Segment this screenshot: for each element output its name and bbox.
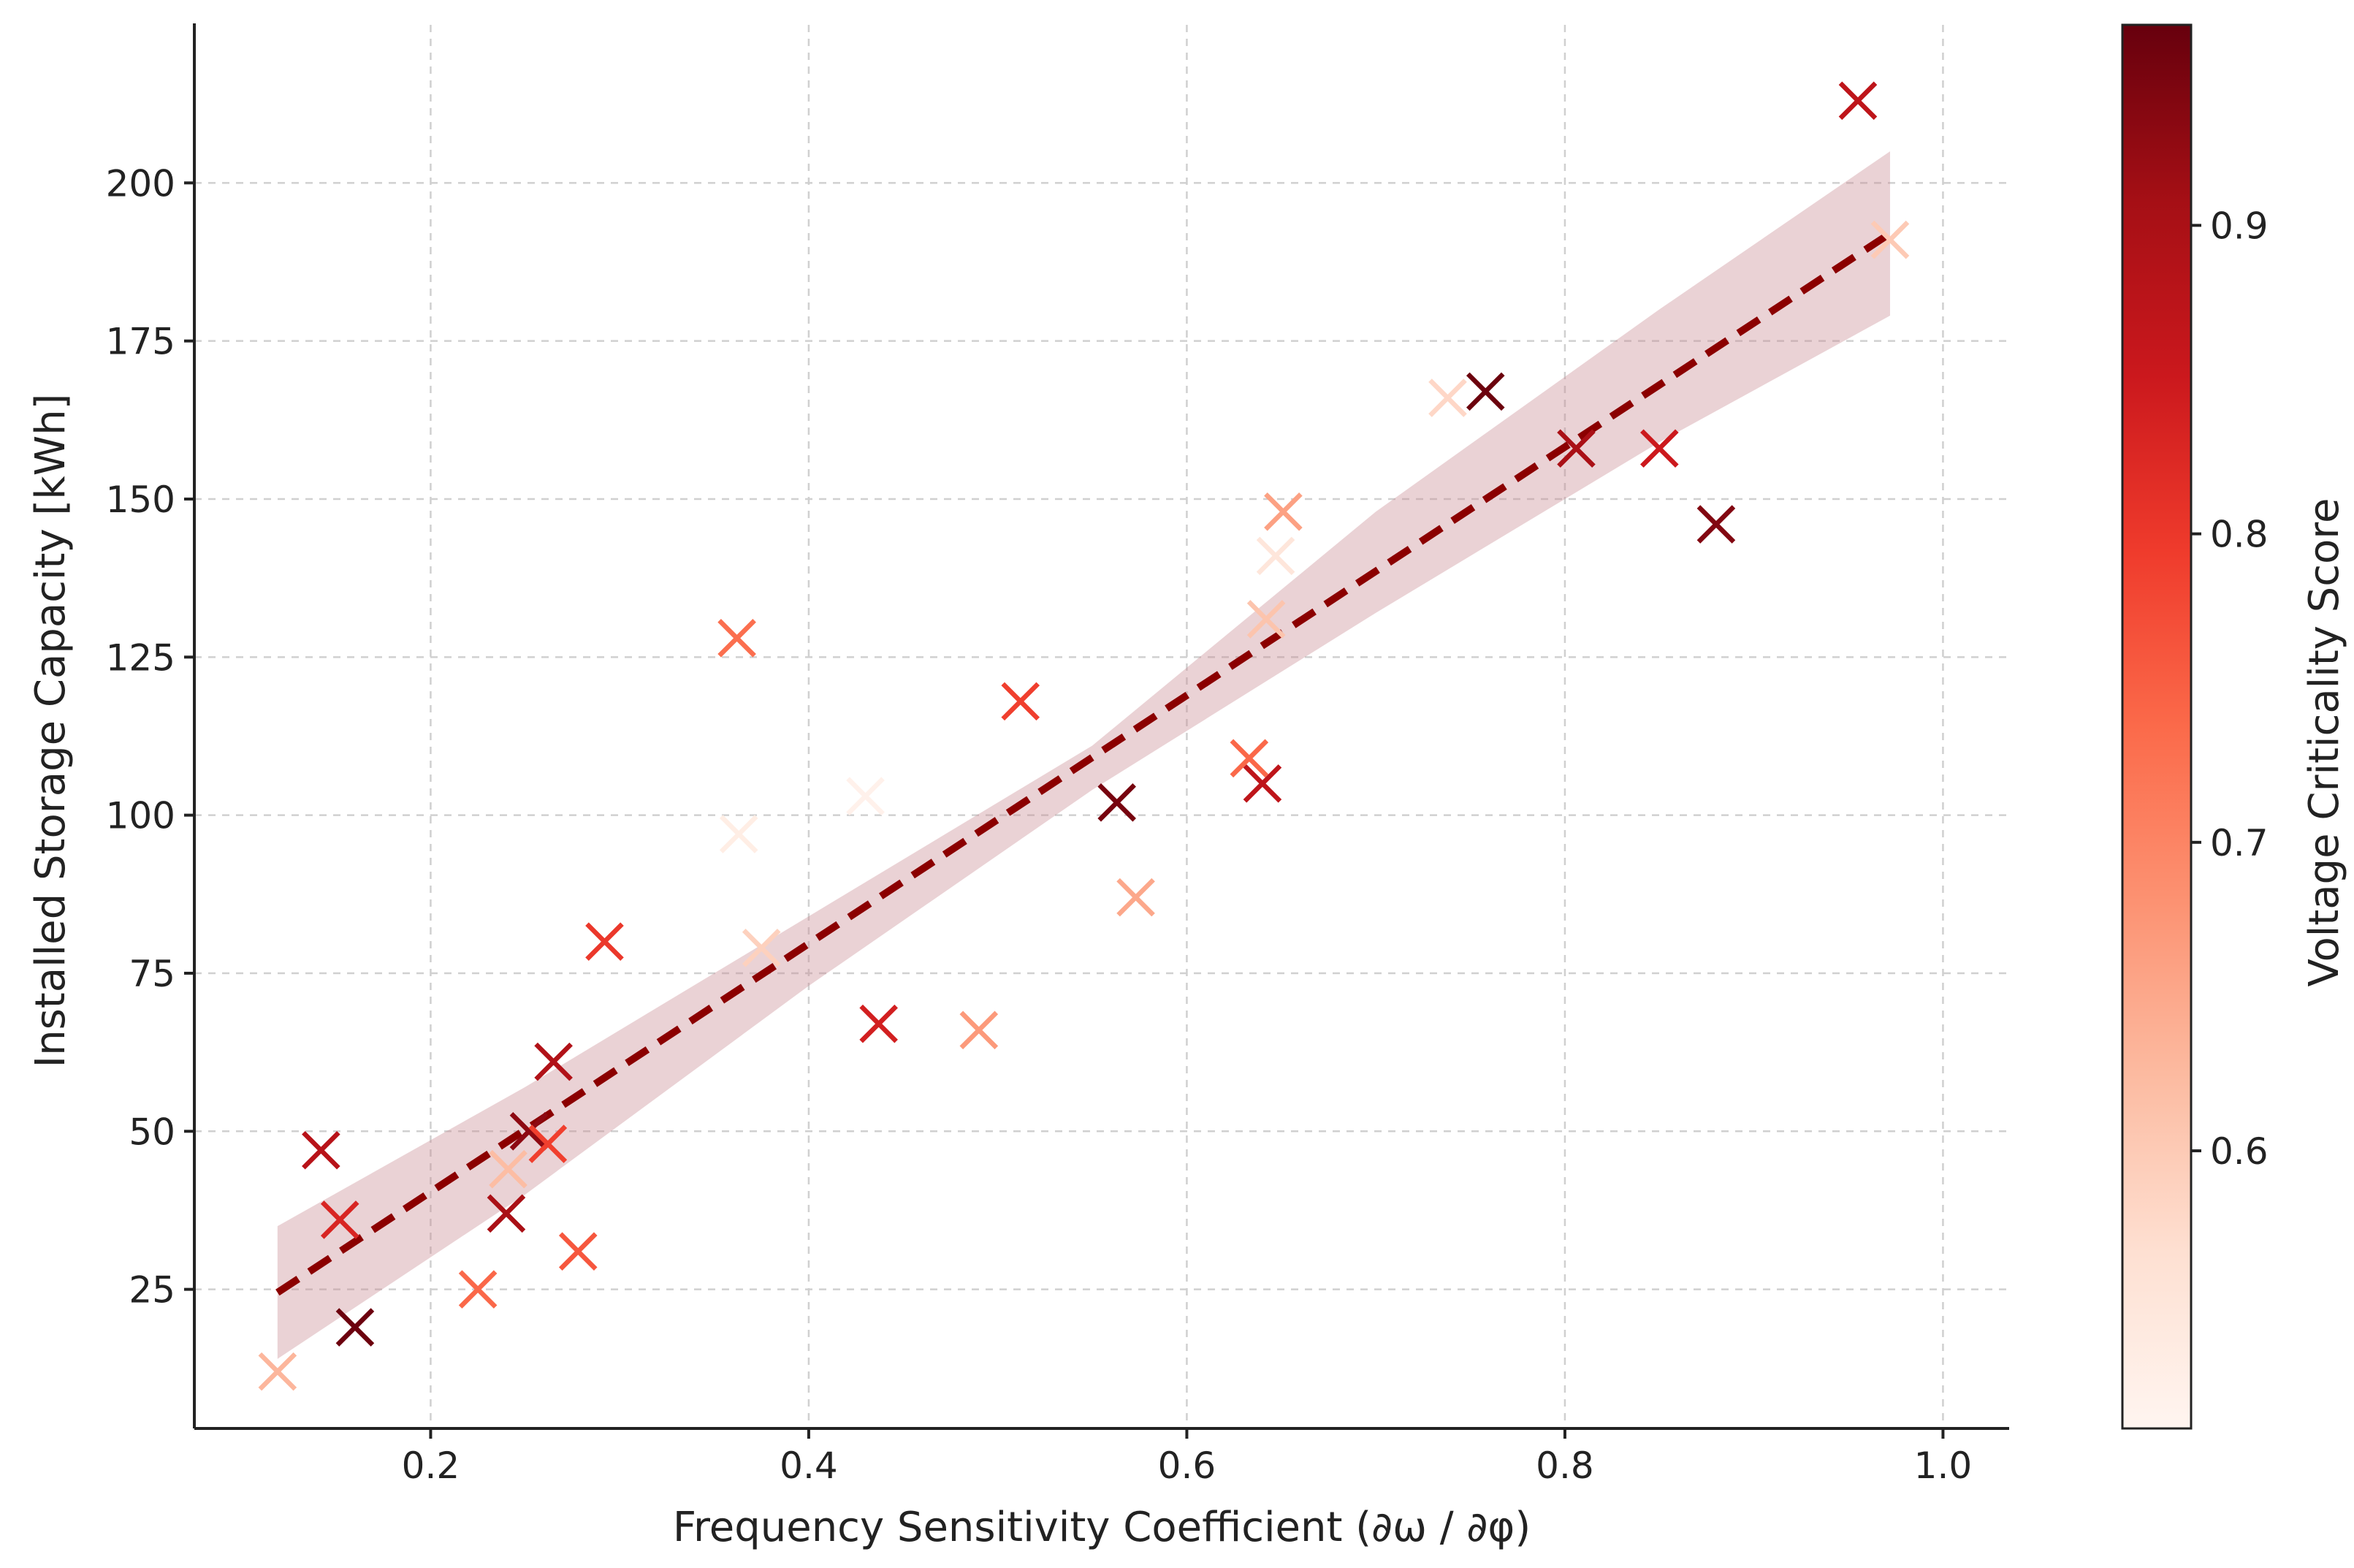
colorbar-tick-label: 0.9: [2210, 205, 2269, 247]
colorbar-gradient: [2121, 23, 2193, 1430]
trend-line: [275, 230, 1892, 1296]
data-point: [528, 1124, 568, 1163]
y-axis-label: Installed Storage Capacity [kWh]: [27, 394, 75, 1068]
y-tick-label: 200: [106, 162, 175, 205]
data-point: [458, 1270, 498, 1309]
x-tick-label: 0.6: [1158, 1445, 1216, 1487]
data-point: [258, 1352, 297, 1391]
data-point: [1116, 878, 1155, 917]
data-point: [717, 619, 756, 658]
tick-labels: 0.2 0.4 0.6 0.8 1.0 25 50 75 100 125 150 175 200: [106, 162, 1973, 1487]
colorbar-tick-label: 0.8: [2210, 514, 2269, 556]
colorbar: 0.6 0.7 0.8 0.9: [2121, 23, 2269, 1430]
y-tick-label: 50: [129, 1111, 175, 1153]
data-point: [1838, 81, 1878, 121]
data-point: [1428, 378, 1467, 417]
data-point: [859, 1004, 898, 1043]
y-tick-label: 175: [106, 321, 175, 363]
data-point: [585, 922, 624, 962]
y-tick-label: 25: [129, 1269, 175, 1312]
x-tick-label: 1.0: [1914, 1445, 1973, 1487]
data-point: [1230, 739, 1269, 778]
colorbar-tick-label: 0.6: [2210, 1130, 2269, 1173]
data-point: [1001, 682, 1040, 721]
data-point: [302, 1130, 340, 1170]
confidence-band-layer: [277, 151, 1890, 1359]
data-point: [534, 1042, 573, 1081]
data-point: [335, 1308, 375, 1347]
data-point: [719, 815, 758, 853]
data-point: [959, 1011, 999, 1050]
x-tick-label: 0.2: [402, 1445, 460, 1487]
grid: [194, 25, 2009, 1428]
data-point: [1696, 505, 1736, 544]
data-point: [1466, 372, 1505, 411]
data-point: [1097, 783, 1136, 822]
data-point: [509, 1112, 549, 1151]
axes: [184, 23, 2009, 1439]
data-point: [1246, 600, 1286, 639]
colorbar-tick-label: 0.7: [2210, 822, 2269, 864]
data-point: [320, 1200, 359, 1239]
y-tick-label: 150: [106, 479, 175, 521]
data-point: [1640, 429, 1679, 468]
y-tick-label: 100: [106, 795, 175, 837]
data-points: [258, 81, 1910, 1391]
y-tick-label: 75: [129, 953, 175, 995]
data-point: [742, 929, 781, 967]
colorbar-label: Voltage Criticality Score: [2301, 498, 2348, 986]
data-point: [1870, 220, 1910, 259]
trend-layer: [275, 230, 1892, 1296]
data-point: [1256, 536, 1295, 576]
data-point: [558, 1232, 598, 1271]
data-point: [1243, 764, 1282, 803]
data-point: [487, 1194, 526, 1233]
data-point: [489, 1149, 527, 1189]
data-point: [1557, 429, 1596, 468]
data-point: [846, 777, 885, 815]
x-tick-label: 0.4: [780, 1445, 838, 1487]
x-tick-label: 0.8: [1536, 1445, 1594, 1487]
confidence-band: [277, 151, 1890, 1359]
data-point: [1264, 492, 1303, 531]
x-axis-label: Frequency Sensitivity Coefficient (∂ω / …: [673, 1504, 1531, 1551]
y-tick-label: 125: [106, 636, 175, 679]
